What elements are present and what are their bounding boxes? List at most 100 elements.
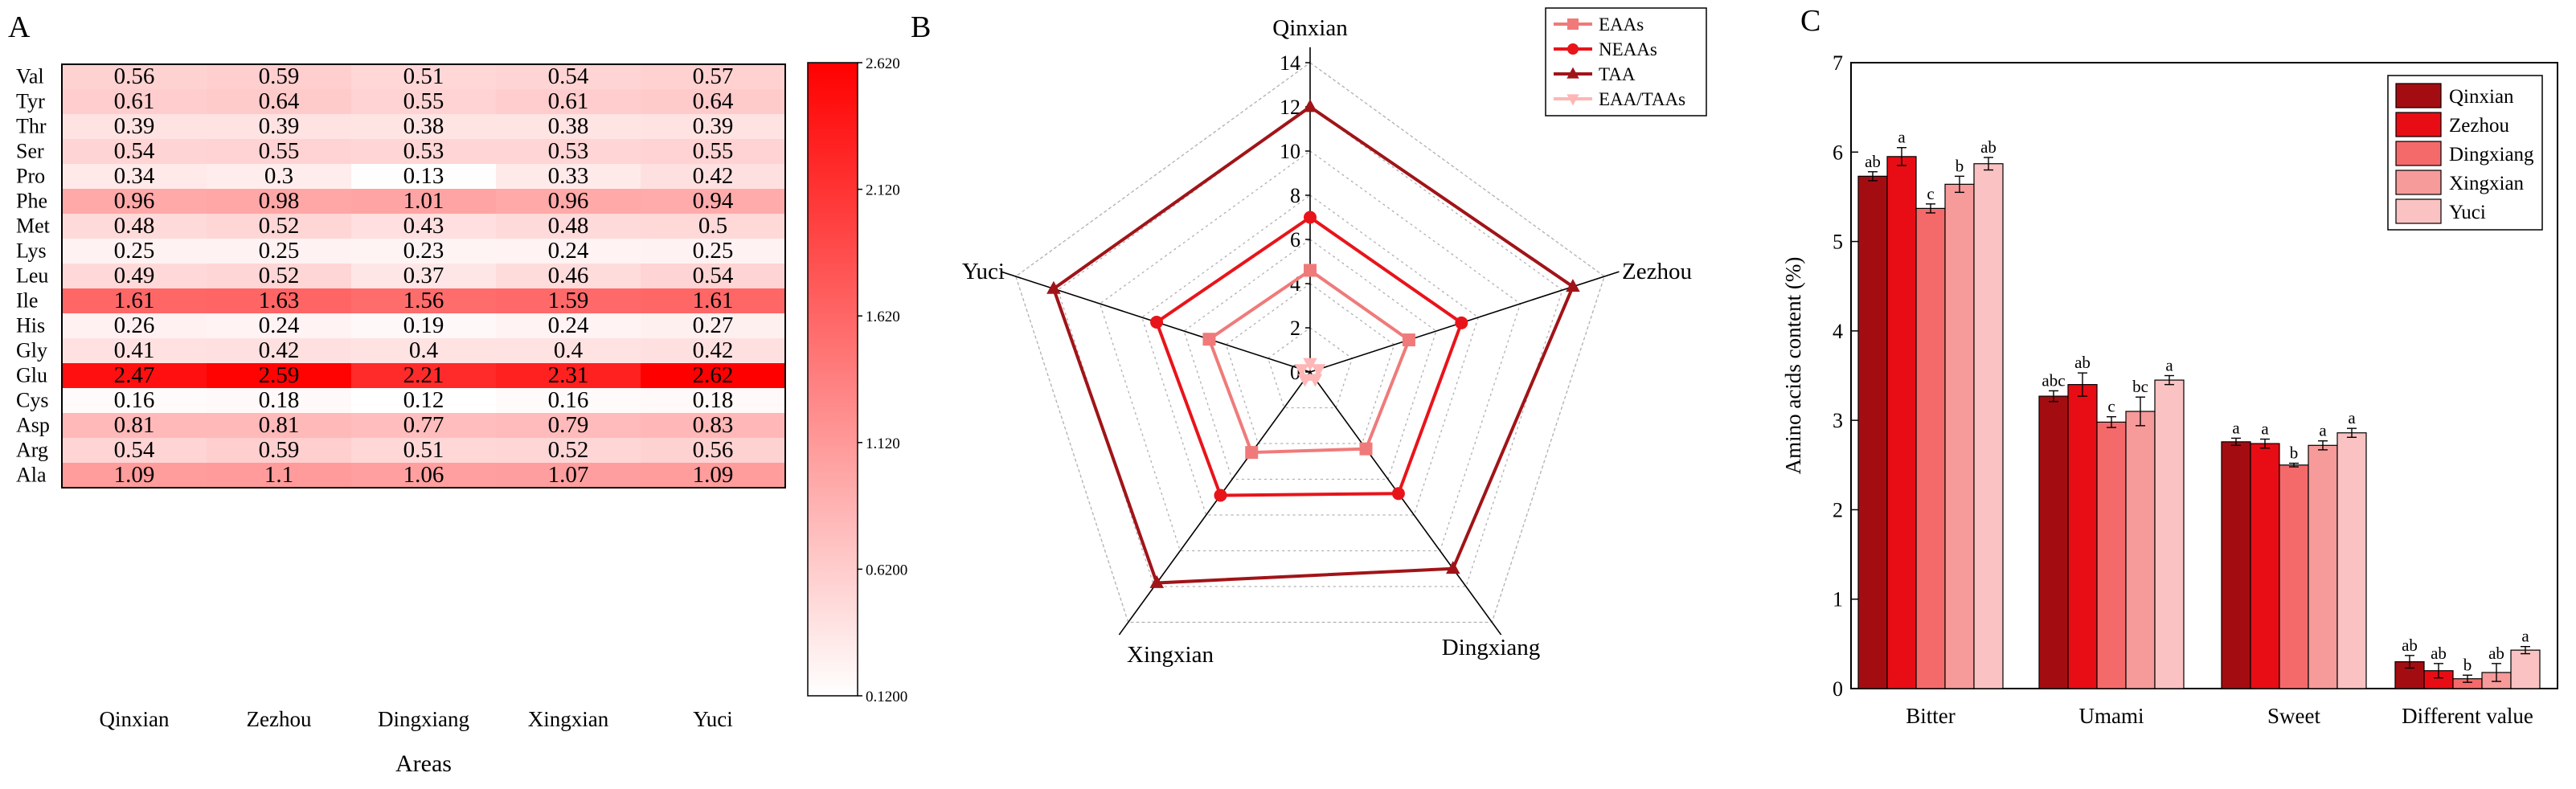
heatmap-cell-value: 0.81 bbox=[114, 412, 155, 438]
bar bbox=[2096, 421, 2127, 689]
bar-y-tick-label: 2 bbox=[1833, 498, 1843, 521]
bar-significance-letter: a bbox=[2261, 419, 2269, 439]
heatmap-cell bbox=[351, 239, 496, 264]
heatmap-cell bbox=[62, 89, 207, 114]
heatmap-cell-value: 0.56 bbox=[114, 63, 155, 89]
bar-significance-letter: a bbox=[2232, 418, 2240, 437]
heatmap-cell bbox=[641, 64, 785, 89]
heatmap-cell bbox=[207, 114, 351, 139]
radar-axis-label: Qinxian bbox=[1272, 15, 1348, 41]
heatmap-cell-value: 0.81 bbox=[259, 412, 300, 438]
heatmap-cell bbox=[207, 338, 351, 363]
heatmap-cell-value: 0.42 bbox=[259, 337, 300, 363]
heatmap-cell bbox=[207, 388, 351, 413]
bar-legend-label: Zezhou bbox=[2449, 115, 2509, 137]
heatmap-cell bbox=[496, 139, 641, 164]
radar-point bbox=[1304, 211, 1317, 224]
bar bbox=[2308, 444, 2338, 689]
heatmap-cell bbox=[207, 264, 351, 288]
heatmap-cell-value: 0.94 bbox=[693, 188, 734, 214]
radar-point bbox=[1202, 333, 1216, 346]
colorbar-gradient bbox=[807, 62, 858, 697]
heatmap-cell-value: 0.61 bbox=[548, 88, 589, 114]
heatmap-cell-value: 1.09 bbox=[114, 462, 155, 488]
bar bbox=[1915, 207, 1946, 689]
heatmap-cell bbox=[496, 239, 641, 264]
heatmap-cell-value: 0.39 bbox=[259, 113, 300, 139]
heatmap-cell bbox=[641, 388, 785, 413]
heatmap-cell bbox=[351, 139, 496, 164]
heatmap-row-label: Thr bbox=[16, 114, 47, 137]
bar bbox=[2250, 443, 2280, 689]
radar-series-line-neaas bbox=[1154, 215, 1464, 497]
heatmap-cell-value: 0.52 bbox=[548, 437, 589, 463]
bar bbox=[2510, 649, 2541, 689]
heatmap-cell bbox=[351, 89, 496, 114]
heatmap-cell bbox=[207, 164, 351, 189]
heatmap-row-label: Glu bbox=[16, 363, 47, 386]
radar-legend-label: NEAAs bbox=[1599, 39, 1657, 59]
colorbar-tick-label: 2.620 bbox=[866, 55, 900, 72]
heatmap-cell-value: 0.5 bbox=[698, 213, 727, 239]
heatmap-cell bbox=[351, 363, 496, 388]
heatmap-cell-value: 0.33 bbox=[548, 163, 589, 189]
heatmap-cell-value: 0.42 bbox=[693, 163, 734, 189]
bar-legend-swatch bbox=[2395, 198, 2442, 224]
heatmap-cell bbox=[496, 463, 641, 488]
bar-legend-swatch bbox=[2395, 83, 2442, 108]
heatmap-cell bbox=[641, 164, 785, 189]
heatmap-cell-value: 2.59 bbox=[259, 362, 300, 388]
radar-point bbox=[1245, 446, 1259, 460]
heatmap-cell bbox=[62, 214, 207, 239]
heatmap-cell bbox=[641, 114, 785, 139]
heatmap-cell bbox=[496, 338, 641, 363]
heatmap-cell-value: 0.53 bbox=[403, 138, 444, 164]
heatmap-cell bbox=[207, 413, 351, 438]
heatmap-cell-value: 0.54 bbox=[114, 437, 155, 463]
heatmap-cell-value: 1.06 bbox=[403, 462, 444, 488]
radar-legend-label: TAA bbox=[1599, 64, 1636, 84]
heatmap-col-label: Dingxiang bbox=[378, 707, 469, 731]
heatmap-cell-value: 0.37 bbox=[403, 263, 444, 288]
heatmap-cell-value: 0.4 bbox=[409, 337, 439, 363]
heatmap-cell bbox=[496, 89, 641, 114]
heatmap-cell-value: 0.3 bbox=[264, 163, 293, 189]
heatmap-cell bbox=[641, 363, 785, 388]
bar-y-tick-label: 0 bbox=[1833, 677, 1843, 701]
heatmap-cell-value: 0.34 bbox=[114, 163, 155, 189]
heatmap-cell bbox=[641, 214, 785, 239]
heatmap-cell-value: 0.42 bbox=[693, 337, 734, 363]
radar-point bbox=[1304, 264, 1317, 277]
bar-significance-letter: ab bbox=[2431, 644, 2447, 663]
radar-legend: EAAs NEAAs TAA EAA/TAAs bbox=[1545, 7, 1707, 117]
heatmap-cell-value: 0.26 bbox=[114, 313, 155, 338]
radar-spoke bbox=[1309, 371, 1502, 636]
radar-axis-label: Dingxiang bbox=[1442, 635, 1540, 660]
heatmap-row-label: Ser bbox=[16, 139, 44, 162]
radar-grid-ring bbox=[1057, 106, 1563, 587]
heatmap-cell bbox=[207, 64, 351, 89]
heatmap-cell bbox=[62, 338, 207, 363]
heatmap-cell-value: 0.54 bbox=[548, 63, 589, 89]
bar-plot-frame bbox=[1850, 62, 2558, 689]
heatmap-cell bbox=[351, 164, 496, 189]
heatmap-cell bbox=[62, 64, 207, 89]
radar-point bbox=[1308, 374, 1323, 387]
heatmap-cell-value: 0.54 bbox=[114, 138, 155, 164]
heatmap-cell bbox=[62, 313, 207, 338]
heatmap-cell-value: 1.61 bbox=[693, 288, 734, 313]
heatmap-cell-value: 0.98 bbox=[259, 188, 300, 214]
heatmap-cell-value: 0.96 bbox=[114, 188, 155, 214]
bar bbox=[2221, 441, 2251, 689]
bar-significance-letter: a bbox=[2165, 356, 2173, 375]
bar bbox=[2067, 384, 2098, 689]
heatmap-cell-value: 0.43 bbox=[403, 213, 444, 239]
bar-legend-label: Yuci bbox=[2449, 202, 2486, 223]
radar-radial-tick-label: 6 bbox=[1290, 228, 1300, 251]
heatmap-cell bbox=[496, 164, 641, 189]
colorbar-tick-label: 1.120 bbox=[866, 435, 900, 452]
heatmap-cell-value: 1.56 bbox=[403, 288, 444, 313]
radar-grid-ring bbox=[1183, 239, 1437, 480]
heatmap-cell bbox=[641, 338, 785, 363]
radar-grid-ring bbox=[1267, 327, 1354, 409]
